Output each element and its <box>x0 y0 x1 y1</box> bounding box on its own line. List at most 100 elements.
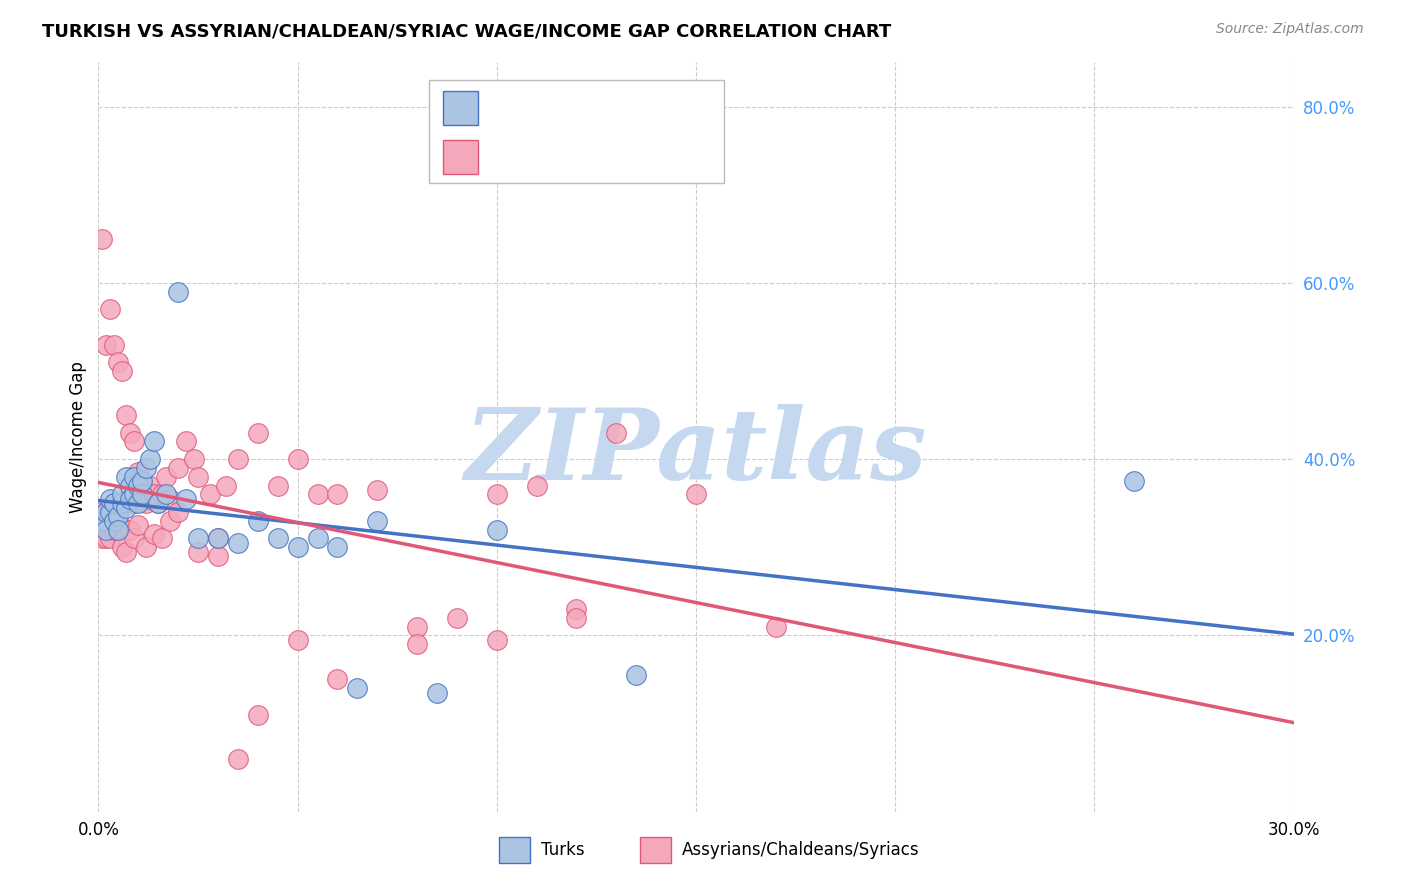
Point <box>115 408 138 422</box>
Point <box>526 478 548 492</box>
Point <box>207 549 229 563</box>
Point <box>307 487 329 501</box>
Text: ZIPatlas: ZIPatlas <box>465 404 927 500</box>
Point <box>406 637 429 651</box>
Point <box>167 461 190 475</box>
Point <box>120 478 142 492</box>
Point <box>135 461 157 475</box>
Point <box>91 232 114 246</box>
Point <box>246 425 269 440</box>
Point <box>426 686 449 700</box>
Point <box>150 532 173 546</box>
Point <box>91 505 114 519</box>
Point <box>98 505 122 519</box>
Point <box>139 478 162 492</box>
Point <box>183 452 205 467</box>
Point <box>120 425 142 440</box>
Text: TURKISH VS ASSYRIAN/CHALDEAN/SYRIAC WAGE/INCOME GAP CORRELATION CHART: TURKISH VS ASSYRIAN/CHALDEAN/SYRIAC WAGE… <box>42 22 891 40</box>
Point <box>215 478 238 492</box>
Point <box>96 505 118 519</box>
Point <box>167 285 190 299</box>
Point <box>98 491 122 506</box>
Point <box>124 434 146 449</box>
Text: 77: 77 <box>630 148 655 166</box>
Point <box>139 491 162 506</box>
Point <box>103 496 125 510</box>
Text: R =: R = <box>492 99 531 117</box>
Point <box>267 532 290 546</box>
Point <box>155 469 177 483</box>
Point <box>96 505 118 519</box>
Point <box>131 474 153 488</box>
Point <box>1123 474 1146 488</box>
Point <box>167 505 190 519</box>
Point <box>226 536 249 550</box>
Point <box>135 541 157 555</box>
Point <box>111 496 134 510</box>
Point <box>174 434 197 449</box>
Text: Turks: Turks <box>541 841 585 859</box>
Point <box>115 496 138 510</box>
Point <box>98 302 122 317</box>
Point <box>124 532 146 546</box>
Point <box>148 496 170 510</box>
Point <box>115 469 138 483</box>
Text: N =: N = <box>588 99 640 117</box>
Point <box>131 478 153 492</box>
Point <box>287 632 309 647</box>
Point <box>96 523 118 537</box>
Point <box>159 491 181 506</box>
Point <box>565 611 588 625</box>
Text: Assyrians/Chaldeans/Syriacs: Assyrians/Chaldeans/Syriacs <box>682 841 920 859</box>
Point <box>135 487 157 501</box>
Point <box>115 544 138 558</box>
Point <box>307 532 329 546</box>
Point <box>226 752 249 766</box>
Point <box>346 681 368 696</box>
Point <box>143 487 166 501</box>
Point <box>366 483 388 497</box>
Point <box>207 532 229 546</box>
Point <box>115 500 138 515</box>
Point <box>120 523 142 537</box>
Point <box>107 514 129 528</box>
Point <box>326 673 349 687</box>
Point <box>103 500 125 515</box>
Point <box>565 602 588 616</box>
Text: N =: N = <box>588 148 640 166</box>
Point <box>124 496 146 510</box>
Point <box>159 514 181 528</box>
Point <box>143 434 166 449</box>
Point <box>131 487 153 501</box>
Point <box>96 337 118 351</box>
Point <box>91 532 114 546</box>
Point <box>287 541 309 555</box>
Point <box>111 364 134 378</box>
Point <box>135 496 157 510</box>
Point <box>127 466 149 480</box>
Point <box>366 514 388 528</box>
Point <box>187 544 209 558</box>
Point <box>107 355 129 369</box>
Point <box>139 452 162 467</box>
Text: -0.130: -0.130 <box>531 99 596 117</box>
Point <box>107 523 129 537</box>
Point <box>187 532 209 546</box>
Text: Source: ZipAtlas.com: Source: ZipAtlas.com <box>1216 22 1364 37</box>
Point <box>326 487 349 501</box>
Point <box>111 487 134 501</box>
Point <box>246 514 269 528</box>
Point <box>187 469 209 483</box>
Point <box>91 514 114 528</box>
Point <box>406 619 429 633</box>
Point <box>485 487 508 501</box>
Point <box>287 452 309 467</box>
Point <box>127 487 149 501</box>
Point <box>120 491 142 506</box>
Point <box>485 523 508 537</box>
Point <box>267 478 290 492</box>
Point <box>605 425 627 440</box>
Point <box>124 487 146 501</box>
Point <box>626 668 648 682</box>
Point <box>246 707 269 722</box>
